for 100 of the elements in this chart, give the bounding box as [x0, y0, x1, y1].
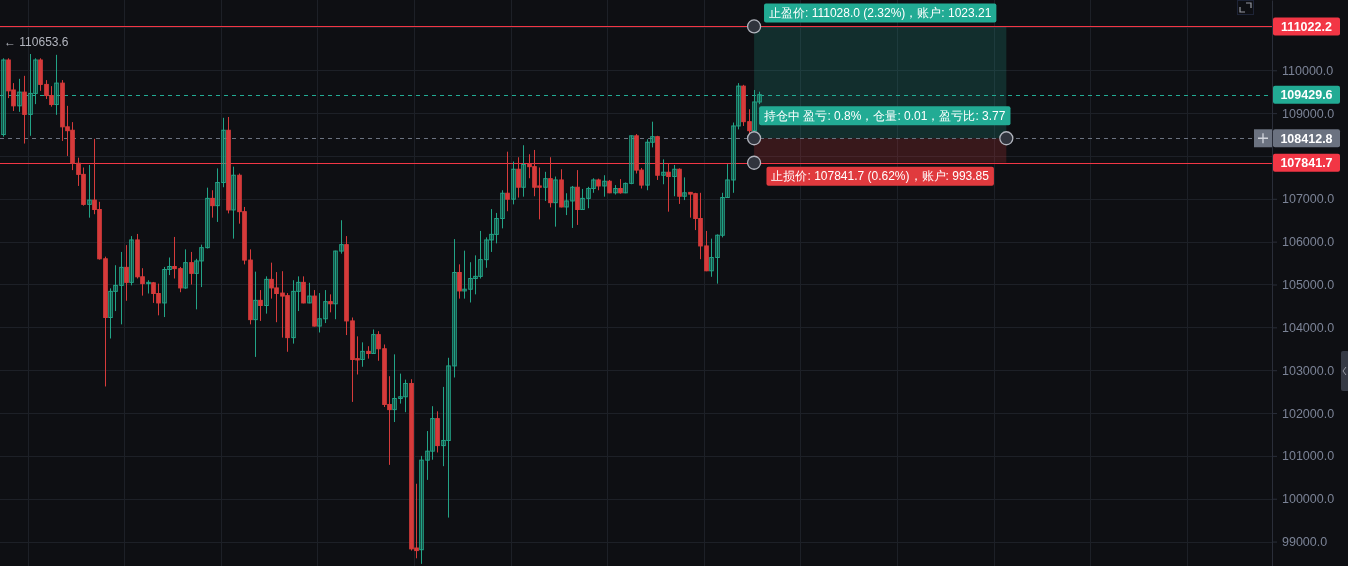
- candlestick: [22, 75, 27, 145]
- candlestick: [17, 78, 22, 113]
- candlestick: [129, 235, 134, 286]
- y-tick-label: 106000.0: [1282, 235, 1335, 250]
- y-tick-label: 104000.0: [1282, 320, 1335, 335]
- candlestick: [446, 357, 451, 519]
- candlestick: [489, 208, 494, 253]
- candlestick: [682, 176, 687, 201]
- ref-line-label: 107841.7: [1280, 156, 1333, 171]
- candlestick: [291, 279, 296, 345]
- candlestick: [210, 189, 215, 219]
- candlestick: [189, 251, 194, 285]
- candlestick: [28, 53, 33, 137]
- candlestick: [199, 244, 204, 288]
- candlestick: [650, 121, 655, 148]
- ref-line-label: 111022.2: [1281, 19, 1332, 34]
- candlestick: [296, 275, 301, 312]
- candlestick: [87, 164, 92, 219]
- candlestick: [672, 164, 677, 197]
- candlestick: [613, 184, 618, 196]
- candlestick: [231, 166, 236, 240]
- candlestick: [221, 117, 226, 188]
- candlestick: [113, 264, 118, 312]
- candlestick: [323, 289, 328, 324]
- candlestick: [301, 275, 306, 304]
- ref-line-label: 109429.6: [1280, 88, 1333, 103]
- y-tick-label: 110000.0: [1282, 63, 1334, 78]
- candlestick: [580, 188, 585, 211]
- candlestick: [516, 156, 521, 199]
- candlestick: [511, 161, 516, 205]
- candlestick: [258, 289, 263, 322]
- ref-line-label: 108412.8: [1280, 131, 1333, 146]
- candlestick: [360, 341, 365, 368]
- candlestick: [731, 122, 736, 194]
- candlestick: [709, 238, 714, 278]
- candlestick: [736, 82, 741, 130]
- candlestick: [441, 386, 446, 467]
- candlestick: [484, 236, 489, 269]
- candlestick: [54, 54, 59, 116]
- candlestick: [339, 219, 344, 255]
- candlestick: [629, 134, 634, 185]
- annotation: ← 110653.6: [4, 35, 69, 50]
- candlestick: [146, 279, 151, 294]
- candlestick: [392, 353, 397, 423]
- y-tick-label: 105000.0: [1282, 278, 1335, 292]
- candlestick: [419, 455, 424, 565]
- candlestick: [205, 187, 210, 250]
- candlestick: [494, 212, 499, 244]
- annotation: 持仓中 盈亏: 0.8%，仓量: 0.01，盈亏比: 3.77: [764, 108, 1006, 123]
- y-tick-label: 99000.0: [1282, 535, 1328, 550]
- band-label: 止盈价: 111028.0 (2.32%)，账户: 1023.21: [769, 6, 992, 21]
- candlestick: [757, 91, 762, 105]
- candlestick: [602, 174, 607, 198]
- y-tick-label: 100000.0: [1282, 492, 1335, 507]
- candlestick: [167, 257, 172, 276]
- candlestick: [333, 250, 338, 320]
- candlestick: [307, 282, 312, 304]
- candlestick: [725, 163, 730, 199]
- candlestick: [124, 244, 129, 302]
- candlestick: [371, 328, 376, 355]
- candlestick: [462, 250, 467, 300]
- candlestick: [564, 192, 569, 216]
- candlestick: [108, 287, 113, 339]
- candlestick: [162, 266, 167, 318]
- y-tick-label: 102000.0: [1282, 406, 1335, 421]
- candlestick: [478, 230, 483, 279]
- candlestick: [1, 57, 6, 138]
- y-tick-label: 109000.0: [1282, 106, 1335, 121]
- candlestick: [425, 430, 430, 481]
- candlestick: [623, 182, 628, 194]
- candlestick: [715, 233, 720, 285]
- candlestick: [548, 156, 553, 208]
- candlestick: [430, 405, 435, 461]
- candlestick: [720, 192, 725, 238]
- candlestick: [752, 89, 757, 134]
- candlestick: [403, 379, 408, 413]
- candlestick: [33, 57, 38, 105]
- y-tick-label: 103000.0: [1282, 363, 1335, 378]
- candlestick: [398, 373, 403, 405]
- candlestick: [575, 169, 580, 226]
- candlestick: [194, 258, 199, 310]
- candlestick: [253, 271, 258, 358]
- y-tick-label: 107000.0: [1282, 192, 1335, 207]
- candlestick: [468, 261, 473, 303]
- candlestick: [119, 251, 124, 325]
- candlestick: [264, 275, 269, 315]
- y-tick-label: 101000.0: [1282, 449, 1335, 464]
- candlestick: [505, 151, 510, 212]
- candlestick: [215, 167, 220, 223]
- candlestick: [645, 138, 650, 191]
- candlestick: [521, 144, 526, 198]
- candlestick: [500, 189, 505, 229]
- candlestick: [183, 248, 188, 290]
- candlestick: [570, 185, 575, 229]
- candlestick: [666, 162, 671, 213]
- candlestick: [586, 186, 591, 209]
- candlestick: [317, 292, 322, 333]
- candlestick: [591, 177, 596, 194]
- candlestick: [553, 176, 558, 228]
- band-label: 止损价: 107841.7 (0.62%)，账户: 993.85: [771, 169, 990, 184]
